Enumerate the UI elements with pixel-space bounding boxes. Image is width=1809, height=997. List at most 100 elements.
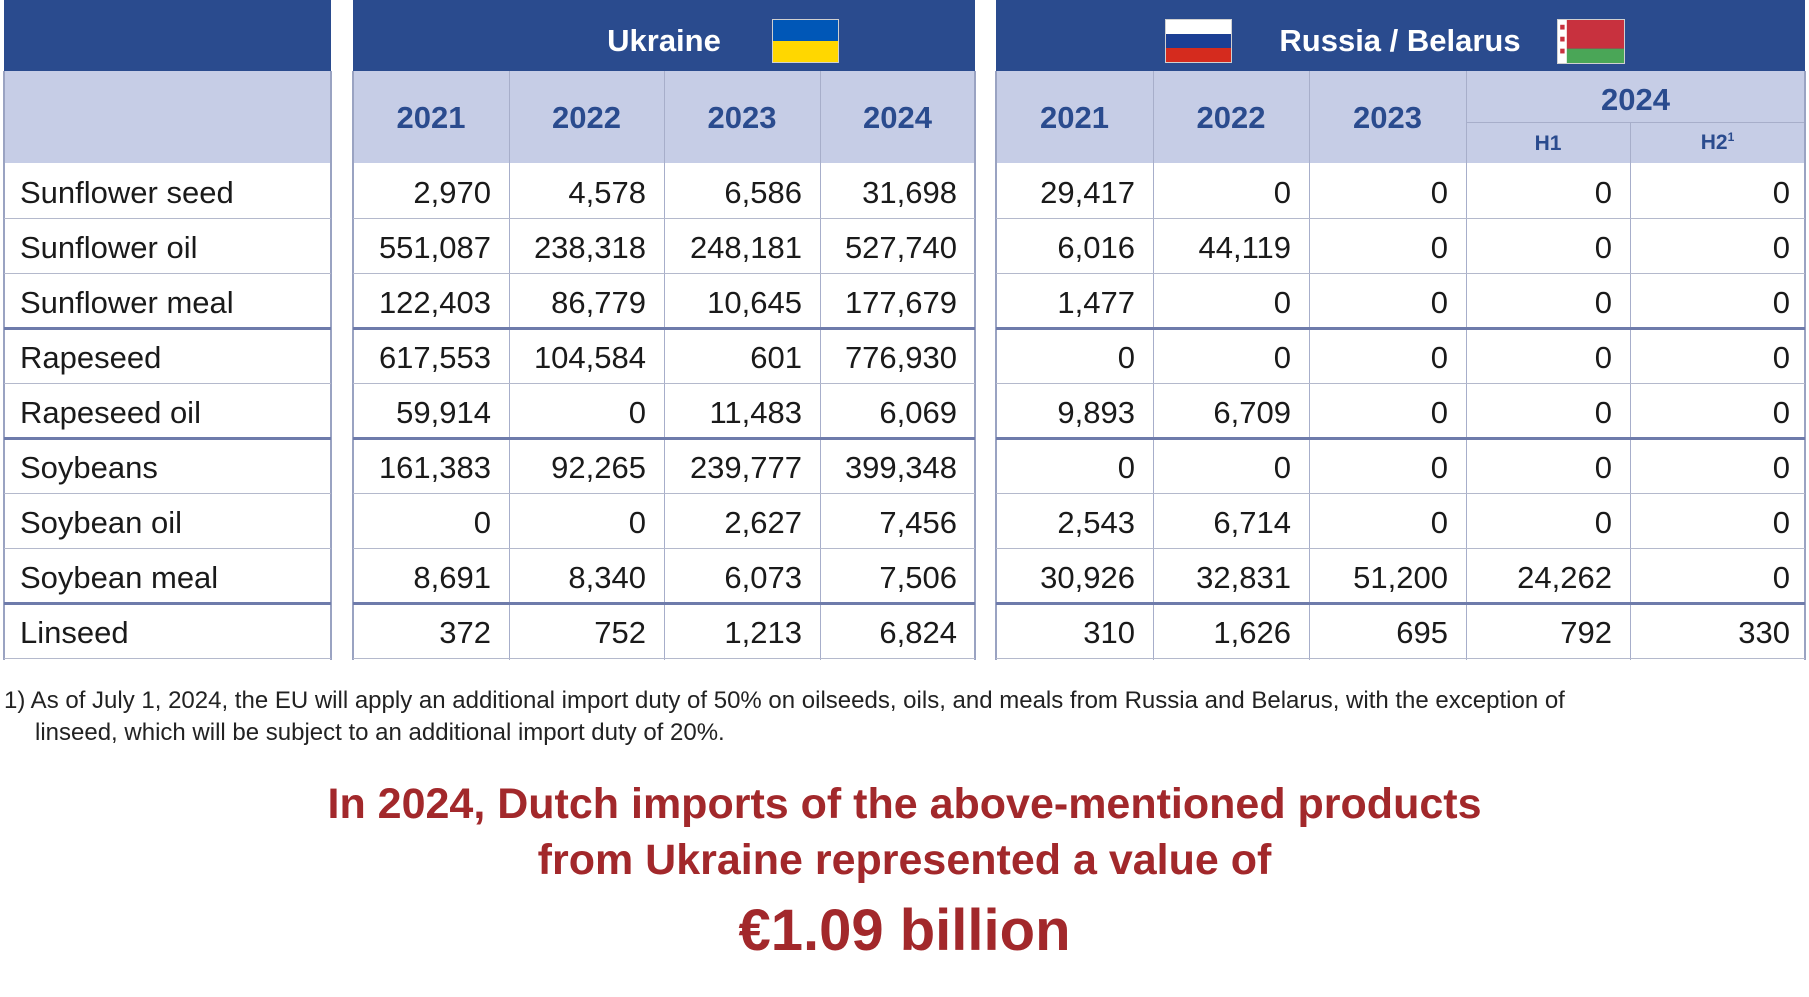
cell-value: 0 bbox=[628, 395, 646, 430]
cell-value: 104,584 bbox=[533, 340, 646, 375]
header-col-divider bbox=[664, 71, 665, 163]
cell-value: 399,348 bbox=[844, 450, 957, 485]
header-col-divider bbox=[1466, 71, 1467, 163]
cell-value: 1,626 bbox=[1213, 615, 1291, 650]
cell-value: 0 bbox=[1430, 175, 1448, 210]
header-band-russia-belarus bbox=[996, 0, 1805, 71]
row-separator bbox=[353, 273, 975, 274]
russia-belarus-year-2024: 2024 bbox=[1601, 82, 1670, 117]
belarus-flag-red-field bbox=[1558, 20, 1624, 49]
belarus-flag-green-field bbox=[1558, 48, 1624, 63]
cell-value: 0 bbox=[1430, 340, 1448, 375]
cell-value: 752 bbox=[594, 615, 646, 650]
table-edge bbox=[330, 71, 332, 660]
cell-value: 0 bbox=[1772, 395, 1790, 430]
russia-flag-white-stripe bbox=[1166, 20, 1231, 34]
cell-value: 527,740 bbox=[844, 230, 957, 265]
russia-belarus-year-2022: 2022 bbox=[1196, 100, 1266, 135]
cell-value: 0 bbox=[1273, 450, 1291, 485]
cell-value: 0 bbox=[1430, 285, 1448, 320]
product-label-soybean-meal: Soybean meal bbox=[20, 560, 219, 595]
cell-value: 0 bbox=[1430, 505, 1448, 540]
russia-belarus-half-h2-label: H2 bbox=[1700, 131, 1728, 154]
product-label-rapeseed: Rapeseed bbox=[20, 340, 162, 375]
group-separator bbox=[996, 327, 1805, 330]
cell-value: 792 bbox=[1560, 615, 1612, 650]
cell-value: 0 bbox=[1594, 450, 1612, 485]
row-separator bbox=[996, 218, 1805, 219]
belarus-flag-ornament-detail-3 bbox=[1560, 48, 1565, 54]
cell-value: 0 bbox=[1273, 285, 1291, 320]
product-label-rapeseed-oil: Rapeseed oil bbox=[20, 395, 201, 430]
body-col-divider bbox=[509, 163, 510, 660]
table-edge bbox=[3, 71, 5, 660]
cell-value: 0 bbox=[1772, 340, 1790, 375]
cell-value: 9,893 bbox=[1057, 395, 1135, 430]
split-year-divider bbox=[1466, 122, 1805, 123]
cell-value: 0 bbox=[1594, 505, 1612, 540]
cell-value: 6,714 bbox=[1213, 505, 1291, 540]
product-label-sunflower-oil: Sunflower oil bbox=[20, 230, 198, 265]
cell-value: 0 bbox=[1117, 340, 1135, 375]
year-header-label-cell bbox=[4, 71, 331, 163]
group-separator bbox=[996, 437, 1805, 440]
cell-value: 1,213 bbox=[724, 615, 802, 650]
header-col-divider bbox=[1309, 71, 1310, 163]
cell-value: 4,578 bbox=[568, 175, 646, 210]
cell-value: 776,930 bbox=[844, 340, 957, 375]
cell-value: 10,645 bbox=[707, 285, 802, 320]
cell-value: 29,417 bbox=[1040, 175, 1135, 210]
cell-value: 31,698 bbox=[862, 175, 957, 210]
cell-value: 0 bbox=[1772, 450, 1790, 485]
cell-value: 551,087 bbox=[378, 230, 491, 265]
h2-footnote-mark: 1 bbox=[1727, 130, 1735, 144]
cell-value: 0 bbox=[1430, 395, 1448, 430]
cell-value: 0 bbox=[473, 505, 491, 540]
header-col-divider bbox=[509, 71, 510, 163]
cell-value: 0 bbox=[1772, 285, 1790, 320]
product-label-soybeans: Soybeans bbox=[20, 450, 158, 485]
cell-value: 177,679 bbox=[844, 285, 957, 320]
cell-value: 617,553 bbox=[378, 340, 491, 375]
cell-value: 0 bbox=[628, 505, 646, 540]
table-edge bbox=[1804, 71, 1806, 660]
cell-value: 0 bbox=[1594, 175, 1612, 210]
cell-value: 0 bbox=[1594, 230, 1612, 265]
cell-value: 24,262 bbox=[1517, 560, 1612, 595]
cell-value: 59,914 bbox=[396, 395, 491, 430]
ukraine-year-2022: 2022 bbox=[552, 100, 621, 135]
cell-value: 0 bbox=[1594, 285, 1612, 320]
russia-belarus-group-title: Russia / Belarus bbox=[1279, 23, 1521, 58]
body-col-divider bbox=[1153, 163, 1154, 660]
cell-value: 32,831 bbox=[1196, 560, 1291, 595]
footnote: 1) As of July 1, 2024, the EU will apply… bbox=[4, 685, 1804, 749]
cell-value: 6,586 bbox=[724, 175, 802, 210]
cell-value: 92,265 bbox=[551, 450, 646, 485]
cell-value: 2,543 bbox=[1057, 505, 1135, 540]
row-separator bbox=[353, 218, 975, 219]
cell-value: 248,181 bbox=[689, 230, 802, 265]
row-separator bbox=[4, 493, 331, 494]
cell-value: 695 bbox=[1396, 615, 1448, 650]
cell-value: 0 bbox=[1772, 505, 1790, 540]
table-edge bbox=[995, 71, 997, 660]
group-separator bbox=[4, 602, 331, 605]
row-separator bbox=[353, 658, 975, 659]
cell-value: 0 bbox=[1772, 175, 1790, 210]
belarus-flag-icon bbox=[1558, 20, 1624, 63]
cell-value: 239,777 bbox=[689, 450, 802, 485]
product-label-soybean-oil: Soybean oil bbox=[20, 505, 183, 540]
cell-value: 0 bbox=[1594, 395, 1612, 430]
header-band-ukraine bbox=[353, 0, 975, 71]
headline-line-1: In 2024, Dutch imports of the above-ment… bbox=[327, 780, 1482, 828]
body-col-divider bbox=[1630, 163, 1631, 660]
ukraine-flag-blue-stripe bbox=[773, 20, 838, 41]
header-col-divider bbox=[1153, 71, 1154, 163]
row-separator bbox=[353, 383, 975, 384]
cell-value: 0 bbox=[1273, 175, 1291, 210]
row-separator bbox=[4, 658, 331, 659]
row-separator bbox=[353, 493, 975, 494]
body-col-divider bbox=[820, 163, 821, 660]
cell-value: 161,383 bbox=[378, 450, 491, 485]
cell-value: 11,483 bbox=[709, 395, 802, 430]
